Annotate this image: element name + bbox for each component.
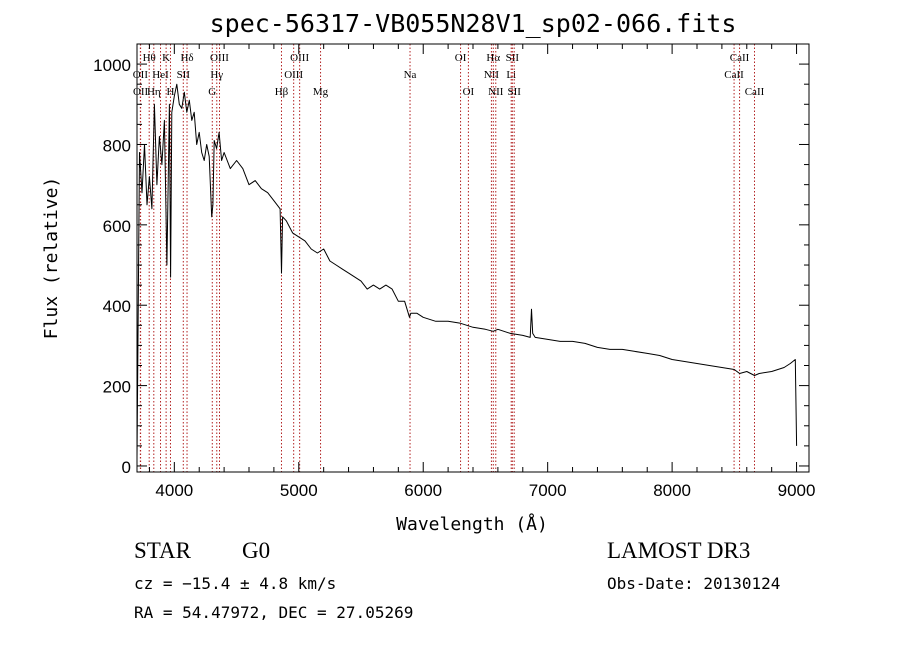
line-marker-label: NII bbox=[488, 86, 504, 98]
data-layer bbox=[136, 83, 798, 458]
chart-title: spec-56317-VB055N28V1_sp02-066.fits bbox=[210, 9, 737, 38]
series-line-flux bbox=[136, 83, 798, 458]
y-tick-label: 400 bbox=[103, 297, 131, 316]
line-marker-label: SII bbox=[507, 86, 521, 98]
line-marker-label: Hη bbox=[147, 86, 161, 98]
y-tick-label: 200 bbox=[103, 378, 131, 397]
y-tick-label: 600 bbox=[103, 217, 131, 236]
line-marker-label: G bbox=[208, 86, 216, 98]
line-marker-label: Li bbox=[506, 69, 516, 81]
line-marker-label: CaII bbox=[745, 86, 765, 98]
line-marker-label: CaII bbox=[730, 52, 750, 64]
axis-layer: 4000 5000 6000 7000 8000 9000 0 200 400 600 800 100… bbox=[93, 43, 816, 500]
line-marker-label: Hδ bbox=[180, 52, 193, 64]
obs-date: Obs-Date: 20130124 bbox=[607, 574, 781, 593]
line-marker-label: HeI bbox=[152, 69, 169, 81]
line-marker-label: Hα bbox=[486, 52, 500, 64]
x-tick-label: 8000 bbox=[653, 481, 691, 500]
line-marker-label: OIII bbox=[290, 52, 309, 64]
line-marker-label: Hγ bbox=[210, 69, 223, 81]
line-marker-label: OIII bbox=[284, 69, 303, 81]
line-markers: OIIOIIHθHηHeIKHSIIHδGHγOIIIHβOIIIOIIIMgN… bbox=[133, 44, 765, 472]
y-axis-label: Flux (relative) bbox=[41, 177, 62, 340]
object-class: STAR bbox=[134, 538, 191, 563]
line-marker-label: OI bbox=[455, 52, 467, 64]
line-marker-label: K bbox=[162, 52, 170, 64]
x-tick-label: 4000 bbox=[155, 481, 193, 500]
line-marker-label: NII bbox=[484, 69, 500, 81]
survey-name: LAMOST DR3 bbox=[607, 538, 751, 563]
x-tick-label: 9000 bbox=[778, 481, 816, 500]
line-marker-label: OIII bbox=[210, 52, 229, 64]
plot-frame bbox=[136, 43, 810, 473]
x-tick-label: 6000 bbox=[404, 481, 442, 500]
y-tick-label: 800 bbox=[103, 136, 131, 155]
line-marker-label: Na bbox=[404, 69, 417, 81]
line-marker-label: OI bbox=[463, 86, 475, 98]
line-marker-label: CaII bbox=[724, 69, 744, 81]
line-marker-label: H bbox=[166, 86, 174, 98]
x-tick-label: 5000 bbox=[280, 481, 318, 500]
coordinates: RA = 54.47972, DEC = 27.05269 bbox=[134, 603, 414, 622]
line-marker-label: Hθ bbox=[143, 52, 156, 64]
x-axis-label: Wavelength (Å) bbox=[396, 513, 548, 535]
line-marker-label: Mg bbox=[313, 86, 329, 98]
y-tick-label: 0 bbox=[122, 458, 131, 477]
x-tick-label: 7000 bbox=[529, 481, 567, 500]
y-tick-label: 1000 bbox=[93, 56, 131, 75]
object-subclass: G0 bbox=[242, 538, 271, 563]
line-marker-label: SII bbox=[177, 69, 191, 81]
redshift-text: cz = −15.4 ± 4.8 km/s bbox=[134, 574, 337, 593]
line-marker-label: Hβ bbox=[275, 86, 289, 98]
line-marker-label: SII bbox=[506, 52, 520, 64]
